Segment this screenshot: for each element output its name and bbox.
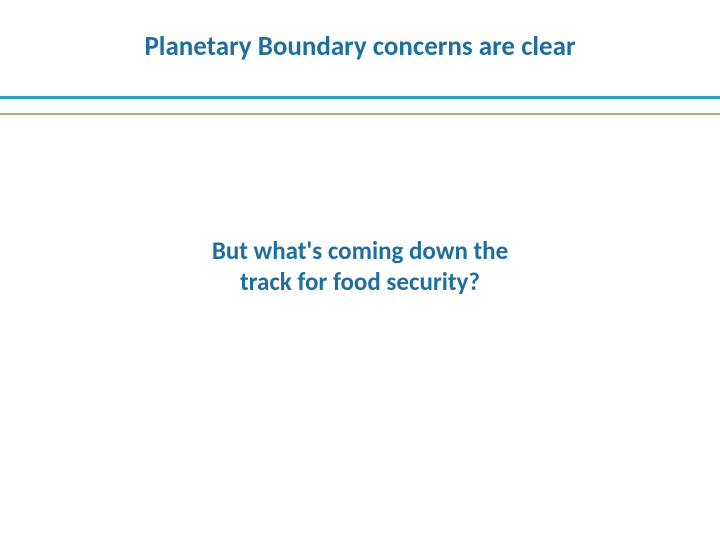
divider-bottom xyxy=(0,113,720,115)
slide-subtitle: But what's coming down the track for foo… xyxy=(0,235,720,298)
slide-title: Planetary Boundary concerns are clear xyxy=(0,30,720,63)
divider-top xyxy=(0,96,720,99)
